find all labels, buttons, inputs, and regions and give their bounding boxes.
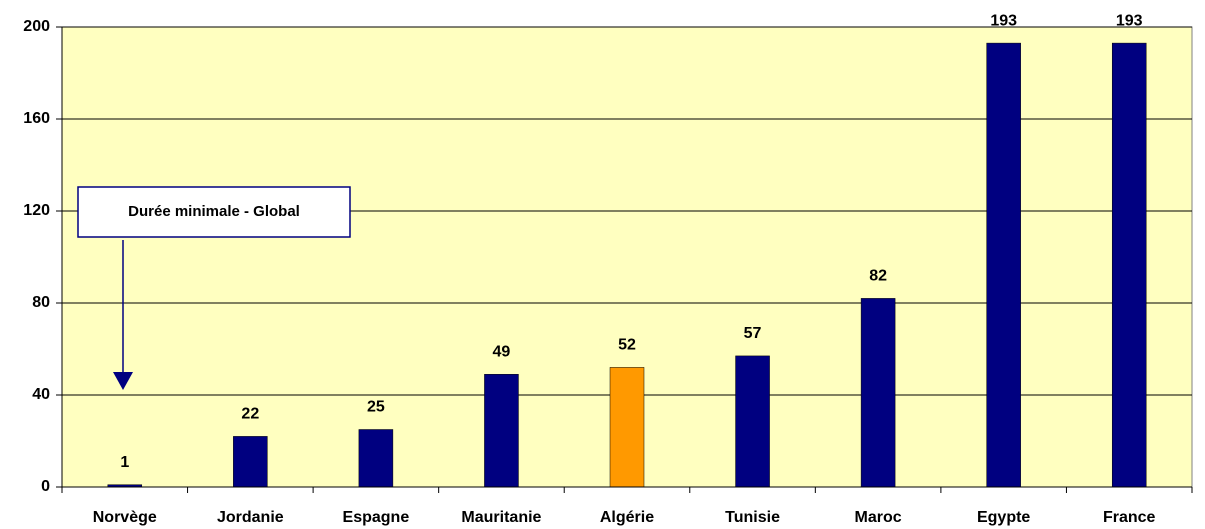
data-label: 82 — [869, 268, 887, 285]
x-tick-label: Maroc — [855, 509, 902, 526]
bar — [986, 42, 1021, 488]
x-tick-label: France — [1103, 509, 1156, 526]
bar — [233, 436, 268, 488]
y-tick-label: 160 — [23, 110, 50, 127]
annotation-text: Durée minimale - Global — [128, 203, 300, 220]
bar — [735, 355, 770, 488]
y-tick-label: 0 — [41, 478, 50, 495]
bar — [358, 429, 394, 488]
x-tick-label: Egypte — [977, 509, 1030, 526]
data-label: 193 — [990, 12, 1017, 29]
data-label: 57 — [744, 325, 762, 342]
x-tick-label: Tunisie — [725, 509, 780, 526]
y-tick-label: 200 — [23, 18, 50, 35]
y-tick-label: 120 — [23, 202, 50, 219]
data-label: 52 — [618, 337, 636, 354]
x-tick-label: Jordanie — [217, 509, 284, 526]
bar — [609, 367, 645, 488]
data-label: 193 — [1116, 12, 1143, 29]
bars — [107, 42, 1147, 488]
bar — [484, 374, 519, 488]
data-label: 1 — [120, 454, 129, 471]
x-tick-label: Mauritanie — [461, 509, 541, 526]
x-tick-label: Espagne — [343, 509, 410, 526]
y-tick-label: 40 — [32, 386, 50, 403]
annotation-box — [77, 186, 351, 238]
y-tick-label: 80 — [32, 294, 50, 311]
bar — [1111, 42, 1147, 488]
bar — [860, 298, 896, 488]
data-label: 22 — [241, 406, 259, 423]
data-label: 25 — [367, 399, 385, 416]
data-label: 49 — [493, 344, 511, 361]
arrow-head — [113, 372, 133, 390]
x-tick-label: Algérie — [600, 509, 654, 526]
x-tick-label: Norvège — [93, 509, 157, 526]
